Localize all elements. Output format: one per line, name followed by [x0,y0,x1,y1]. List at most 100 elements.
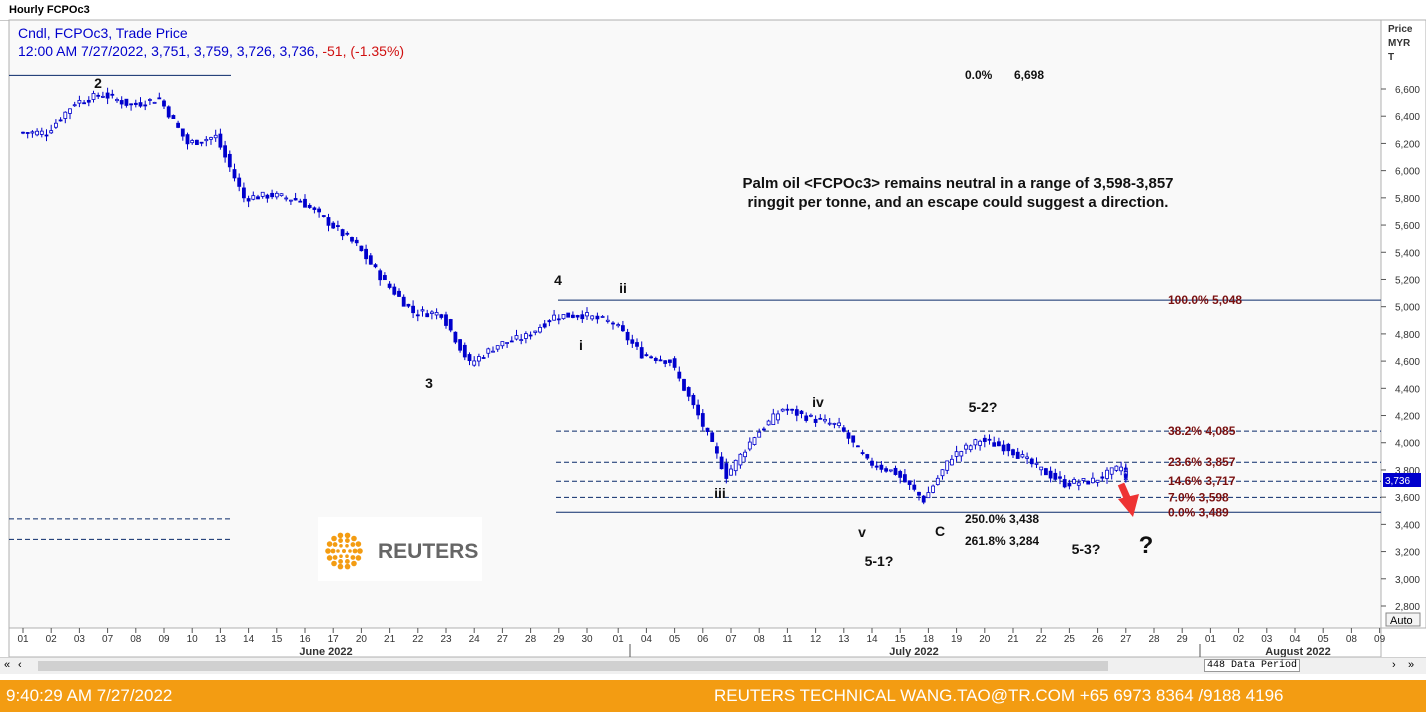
wave-label: 2 [94,75,102,91]
y-tick-label: 6,400 [1395,112,1420,123]
candle-body [677,371,682,379]
x-tick-label: 25 [1064,634,1076,645]
x-tick-label: 19 [951,634,963,645]
candle-body [204,138,209,142]
x-tick-label: 15 [895,634,907,645]
candle-body [218,133,223,148]
candle-body [1039,466,1044,471]
candle-body [462,344,467,358]
candle-body [1044,468,1048,476]
y-tick-label: 5,600 [1395,221,1420,232]
candle-body [945,460,950,471]
candle-body [472,360,477,366]
y-tick-label: 5,400 [1395,248,1420,259]
candle-body [265,194,270,199]
level-lines: 0.0% 6,698 100.0% 5,048 38.2% 4,085 23.6% 3,… [9,68,1381,548]
y-tick-label: 4,600 [1395,357,1420,368]
candle-body [1105,469,1109,479]
auto-scale-button[interactable] [1385,612,1421,627]
y-tick-label: 5,200 [1395,275,1420,286]
candle-body [790,408,794,411]
candle-body [58,119,63,122]
x-tick-label: 03 [74,634,86,645]
candle-body [350,236,354,242]
candle-body [552,314,556,321]
scroll-left-icon[interactable]: ‹ [18,659,22,671]
candle-body [719,456,724,470]
footer-bar: 9:40:29 AM 7/27/2022 REUTERS TECHNICAL W… [0,680,1426,712]
candle-body [1100,476,1105,479]
candle-body [997,441,1001,447]
x-tick-label: 21 [1007,634,1019,645]
candle-body [44,134,49,137]
logo-dot [344,563,351,570]
fib-top-pct: 0.0% [965,68,993,82]
y-tick-label: 2,800 [1395,602,1420,613]
annotation-line2: ringgit per tonne, and an escape could s… [748,194,1169,211]
scrollbar-thumb[interactable] [38,661,1108,671]
candle-body [547,320,552,323]
scale-label-currency: MYR [1388,38,1411,49]
candle-body [331,222,336,229]
candle-body [611,322,615,325]
y-tick-label: 6,600 [1395,85,1420,96]
x-tick-label: 22 [1036,634,1048,645]
x-tick-label: 01 [17,634,29,645]
scroll-start-icon[interactable]: « [4,659,11,671]
candle-body [110,93,115,96]
candle-body [785,408,790,411]
candle-body [870,460,874,466]
candle-body [1072,479,1076,484]
candle-body [752,437,757,445]
x-tick-label: 11 [782,634,793,645]
candle-body [397,290,401,297]
candle-body [931,485,935,493]
y-tick-label: 3,000 [1395,575,1420,586]
logo-dot [344,532,351,539]
svg-text:REUTERS: REUTERS [378,540,478,563]
candle-body [326,217,331,226]
candle-body [368,255,373,265]
x-tick-label: 03 [1261,634,1273,645]
candle-body [827,422,832,425]
candle-body [1123,478,1128,481]
candle-body [1001,444,1006,452]
auto-scale-label: Auto [1390,615,1413,627]
candle-body [1006,443,1011,452]
x-tick-label: 28 [525,634,537,645]
candle-body [605,319,610,322]
candle-body [274,192,279,198]
candle-body [115,99,119,102]
candle-body [425,313,430,318]
candle-body [500,341,505,347]
candle-body [832,422,837,425]
candle-body [1119,466,1123,472]
candle-body [30,131,35,134]
x-tick-label: 14 [866,634,878,645]
x-tick-label: 22 [412,634,424,645]
candle-body [223,145,228,158]
candle-body [307,204,312,208]
scroll-right-icon[interactable]: › [1392,659,1396,671]
candle-body [476,356,481,362]
candle-body [420,309,425,312]
candle-body [561,314,566,320]
wave-label: ? [1139,532,1154,559]
x-tick-label: 08 [1346,634,1358,645]
x-tick-label: 29 [553,634,565,645]
reuters-logo-icon [325,532,363,570]
scroll-end-icon[interactable]: » [1408,659,1415,671]
candle-body [448,319,453,331]
candle-body [378,270,383,281]
candle-body [566,312,571,318]
candle-body [888,469,893,472]
candle-body [630,339,635,344]
candle-body [524,333,528,339]
wave-label: 5-3? [1072,541,1101,557]
candle-body [1020,454,1025,458]
candle-body [917,491,921,496]
x-tick-label: 05 [1318,634,1330,645]
x-tick-label: 13 [838,634,850,645]
time-scrollbar[interactable]: « ‹ 448 Data Period › » [0,657,1426,674]
candle-body [1081,478,1086,481]
